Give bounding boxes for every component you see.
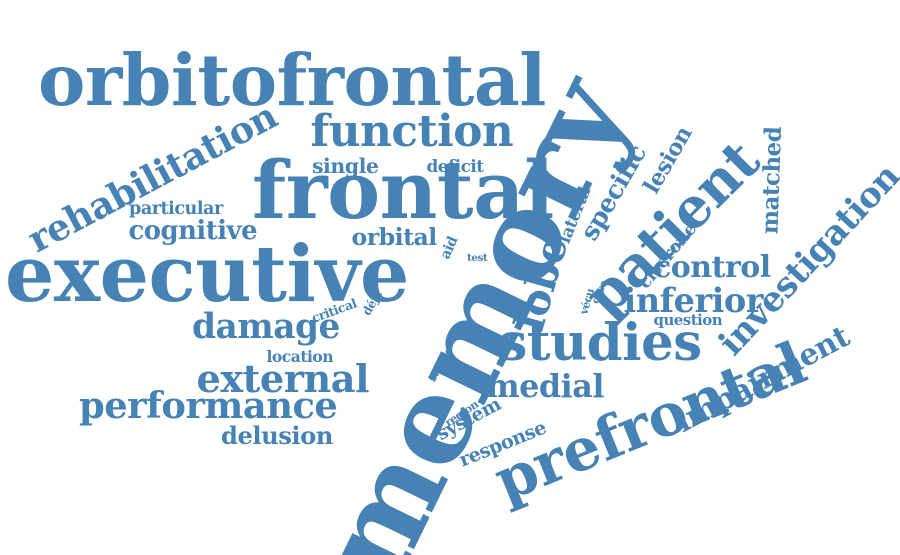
word-inferior: inferior	[623, 280, 764, 320]
word-executive: executive	[5, 229, 409, 320]
word-particular: particular	[129, 198, 223, 219]
word-location: location	[266, 347, 334, 366]
word-performance: performance	[79, 382, 338, 427]
word-external: external	[196, 357, 370, 402]
word-question: question	[653, 310, 723, 329]
word-function: function	[310, 106, 514, 157]
word-frontal: frontal	[252, 142, 554, 237]
word-orbitofrontal: orbitofrontal	[38, 37, 546, 122]
word-studies: studies	[498, 312, 703, 373]
word-single: single	[312, 153, 379, 178]
word-damage: damage	[192, 307, 340, 347]
word-cognitive: cognitive	[128, 216, 258, 246]
word-test: test	[467, 252, 488, 264]
word-matched: matched	[755, 125, 787, 235]
word-orbital: orbital	[351, 223, 438, 251]
word-control: control	[653, 250, 771, 285]
word-deficit: deficit	[426, 155, 485, 176]
word-medial: medial	[486, 367, 605, 405]
word-delusion: delusion	[221, 421, 333, 450]
